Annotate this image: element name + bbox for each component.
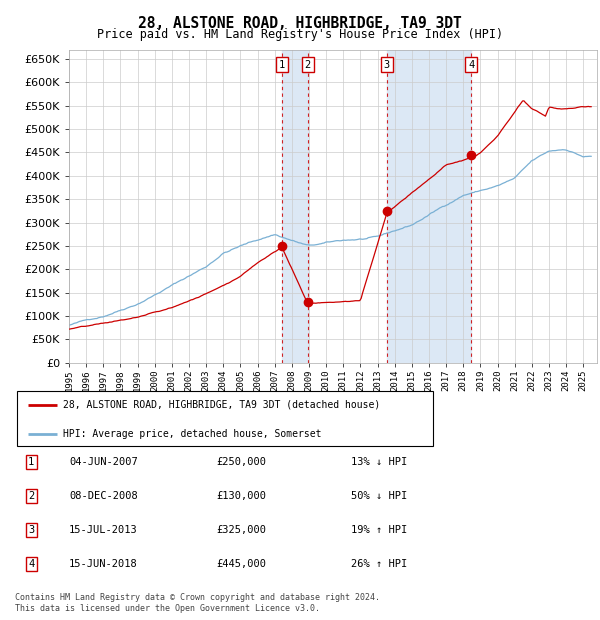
Bar: [282, 50, 308, 363]
Text: £445,000: £445,000: [216, 559, 266, 569]
Text: HPI: Average price, detached house, Somerset: HPI: Average price, detached house, Some…: [64, 429, 322, 439]
Text: £250,000: £250,000: [216, 457, 266, 467]
Text: 26% ↑ HPI: 26% ↑ HPI: [351, 559, 407, 569]
Text: 3: 3: [384, 60, 390, 69]
Text: 2: 2: [28, 491, 34, 501]
Text: 19% ↑ HPI: 19% ↑ HPI: [351, 525, 407, 535]
Text: 04-JUN-2007: 04-JUN-2007: [69, 457, 138, 467]
Text: Contains HM Land Registry data © Crown copyright and database right 2024.
This d: Contains HM Land Registry data © Crown c…: [15, 593, 380, 613]
Text: 1: 1: [279, 60, 285, 69]
Text: 4: 4: [28, 559, 34, 569]
Text: 08-DEC-2008: 08-DEC-2008: [69, 491, 138, 501]
Bar: [387, 50, 471, 363]
Text: Price paid vs. HM Land Registry's House Price Index (HPI): Price paid vs. HM Land Registry's House …: [97, 28, 503, 41]
Text: 2: 2: [304, 60, 311, 69]
Text: 3: 3: [28, 525, 34, 535]
Text: 50% ↓ HPI: 50% ↓ HPI: [351, 491, 407, 501]
Text: 4: 4: [468, 60, 474, 69]
Text: 15-JUL-2013: 15-JUL-2013: [69, 525, 138, 535]
FancyBboxPatch shape: [17, 391, 433, 446]
Text: 28, ALSTONE ROAD, HIGHBRIDGE, TA9 3DT (detached house): 28, ALSTONE ROAD, HIGHBRIDGE, TA9 3DT (d…: [64, 400, 380, 410]
Text: 1: 1: [28, 457, 34, 467]
Text: 15-JUN-2018: 15-JUN-2018: [69, 559, 138, 569]
Text: 13% ↓ HPI: 13% ↓ HPI: [351, 457, 407, 467]
Text: £130,000: £130,000: [216, 491, 266, 501]
Text: 28, ALSTONE ROAD, HIGHBRIDGE, TA9 3DT: 28, ALSTONE ROAD, HIGHBRIDGE, TA9 3DT: [138, 16, 462, 30]
Text: £325,000: £325,000: [216, 525, 266, 535]
